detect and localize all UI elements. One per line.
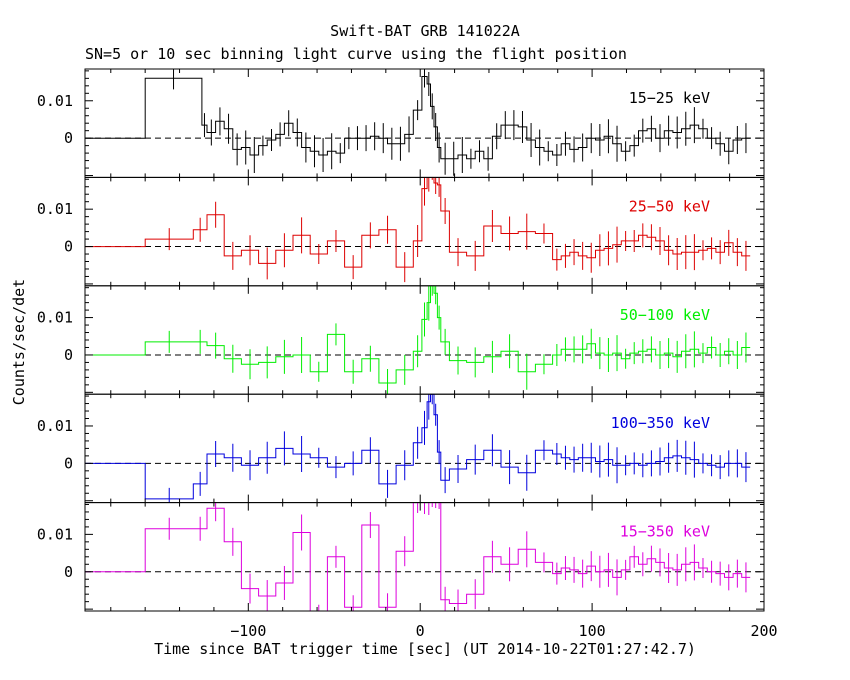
y-tick-label: 0.01: [37, 309, 73, 327]
y-tick-label: 0.01: [37, 92, 73, 110]
y-tick-label: 0.01: [37, 200, 73, 218]
series-step-line: [85, 502, 751, 612]
y-tick-label: 0: [64, 346, 73, 364]
panel-frame: [84, 502, 765, 612]
band-label: 100−350 keV: [611, 414, 710, 432]
panel-frame: [84, 285, 765, 395]
x-tick-label: 100: [579, 622, 606, 640]
panel-frame: [84, 393, 765, 504]
y-tick-label: 0.01: [37, 417, 73, 435]
y-tick-label: 0: [64, 563, 73, 581]
band-label: 15−350 keV: [620, 523, 710, 541]
y-tick-label: 0: [64, 129, 73, 147]
chart-title: Swift-BAT GRB 141022A: [330, 22, 520, 40]
x-tick-label: 0: [416, 622, 425, 640]
x-tick-label: 200: [750, 622, 777, 640]
panel-4: 0 0.01 100−350 keV: [37, 393, 765, 504]
panel-2: 0 0.01 25−50 keV: [37, 176, 765, 287]
y-tick-label: 0.01: [37, 525, 73, 543]
y-tick-label: 0: [64, 238, 73, 256]
y-axis-label: Counts/sec/det: [10, 279, 28, 405]
x-axis-label: Time since BAT trigger time [sec] (UT 20…: [154, 640, 696, 658]
series-step-line: [85, 394, 751, 500]
panel-1: 0 0.01 15−25 keV: [37, 68, 765, 178]
x-tick-label: −100: [230, 622, 266, 640]
panel-3: 0 0.01 50−100 keV: [37, 285, 765, 395]
panel-5: 0 0.01 15−350 keV: [37, 502, 765, 612]
series-step-line: [85, 76, 751, 160]
band-label: 50−100 keV: [620, 306, 710, 324]
panels-group: 0 0.01 15−25 keV 0 0.01 25−50 keV 0 0.01 50−100 …: [37, 68, 778, 640]
series-step-line: [85, 285, 751, 384]
y-tick-label: 0: [64, 454, 73, 472]
band-label: 25−50 keV: [629, 197, 710, 215]
chart-subtitle: SN=5 or 10 sec binning light curve using…: [85, 45, 627, 63]
band-label: 15−25 keV: [629, 89, 710, 107]
